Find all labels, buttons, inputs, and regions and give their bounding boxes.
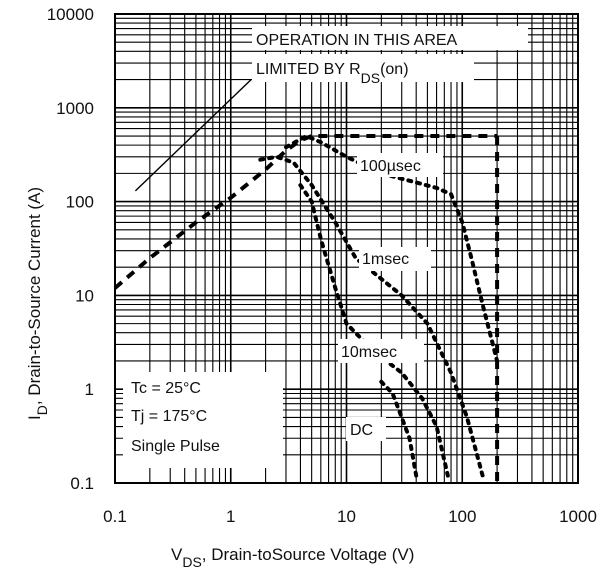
label-10msec-text: 10msec xyxy=(341,344,397,361)
x-axis-title-sub: DS xyxy=(182,554,201,570)
annotation-line-1: OPERATION IN THIS AREA xyxy=(256,32,458,49)
annotation-rds-sub: DS xyxy=(361,70,380,86)
y-axis-title: ID, Drain-to-Source Current (A) xyxy=(25,187,50,420)
label-10msec: 10msec xyxy=(338,339,424,363)
tick-labels: 0.1 1 10 100 1000 0.1 1 10 100 1000 10000 xyxy=(47,5,597,526)
y-tick-label: 10000 xyxy=(47,5,94,24)
x-tick-label: 10 xyxy=(337,507,356,526)
label-dc: DC xyxy=(346,417,386,441)
label-1msec: 1msec xyxy=(359,247,431,271)
annotation-rds-on: (on) xyxy=(380,61,408,78)
annotation-bg xyxy=(252,54,474,82)
series-dc-line xyxy=(379,379,419,478)
condition-pulse: Single Pulse xyxy=(131,438,220,455)
x-axis-title-rest: , Drain-toSource Voltage (V) xyxy=(202,545,415,564)
y-tick-label: 0.1 xyxy=(70,474,94,493)
y-tick-label: 1 xyxy=(85,380,94,399)
annotation-bg xyxy=(252,26,528,50)
x-axis-title-main: V xyxy=(171,545,183,564)
label-1msec-text: 1msec xyxy=(362,251,409,268)
condition-tc: Tc = 25°C xyxy=(131,380,201,397)
y-axis-title-sub: D xyxy=(34,405,50,415)
rds-on-annotation: OPERATION IN THIS AREA LIMITED BY RDS(on… xyxy=(252,26,528,86)
plot-frame xyxy=(114,13,579,484)
x-axis-title: VDS, Drain-toSource Voltage (V) xyxy=(171,545,414,570)
label-dc-text: DC xyxy=(350,422,373,439)
x-tick-label: 1 xyxy=(226,507,235,526)
annotation-rds-label: LIMITED BY R xyxy=(256,61,361,78)
label-100usec-text: 100µsec xyxy=(360,158,421,175)
series-5-line xyxy=(134,79,252,192)
series-100sec-line xyxy=(284,134,500,363)
y-tick-label: 10 xyxy=(75,286,94,305)
conditions-box: Tc = 25°C Tj = 175°C Single Pulse xyxy=(123,372,283,468)
condition-tj: Tj = 175°C xyxy=(131,408,207,425)
y-tick-label: 1000 xyxy=(56,99,94,118)
annotation-line-2: LIMITED BY RDS(on) xyxy=(256,61,409,86)
y-tick-label: 100 xyxy=(66,193,94,212)
series-10msec-line xyxy=(298,183,450,478)
y-axis-title-main: I xyxy=(25,415,44,420)
x-tick-label: 0.1 xyxy=(103,507,127,526)
x-tick-label: 1000 xyxy=(559,507,597,526)
label-100usec: 100µsec xyxy=(357,153,443,177)
y-axis-title-rest: , Drain-to-Source Current (A) xyxy=(25,187,44,405)
x-tick-label: 100 xyxy=(448,507,476,526)
